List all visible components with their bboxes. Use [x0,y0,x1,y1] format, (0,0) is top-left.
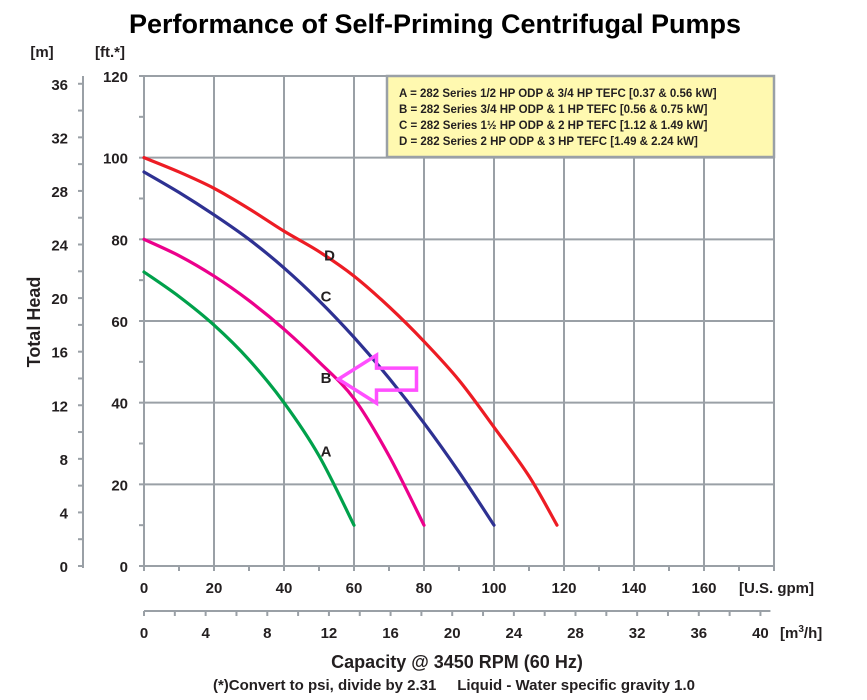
y-axis-title: Total Head [24,277,44,368]
y-meters-tick-label: 20 [51,291,68,308]
x-axis-title: Capacity @ 3450 RPM (60 Hz) [331,652,583,672]
x-gpm-tick-label: 120 [551,580,576,597]
x-gpm-tick-label: 20 [206,580,223,597]
x-gpm-tick-label: 40 [276,580,293,597]
curve-a [142,270,356,527]
x-m3h-tick-label: 32 [629,625,646,642]
y-feet-tick-label: 60 [111,314,128,331]
curve-d [142,156,559,527]
y-meters-tick-label: 32 [51,130,68,147]
y-feet-tick-label: 80 [111,232,128,249]
y-meters-tick-label: 28 [51,184,68,201]
y-feet-tick-label: 40 [111,396,128,413]
y-axis-feet-unit: [ft.*] [95,44,125,61]
m3h-unit-tail: /h] [804,625,822,642]
y-meters-tick-label: 0 [60,559,68,576]
curve-label-d: D [324,248,335,265]
legend: A = 282 Series 1/2 HP ODP & 3/4 HP TEFC … [385,74,776,159]
chart-title: Performance of Self-Priming Centrifugal … [129,9,741,39]
x-m3h-tick-label: 4 [201,625,210,642]
x-m3h-tick-label: 16 [382,625,399,642]
x-m3h-tick-label: 0 [140,625,148,642]
y-meters-tick-label: 4 [60,505,69,522]
legend-entry-d: D = 282 Series 2 HP ODP & 3 HP TEFC [1.4… [399,136,698,148]
x-m3h-tick-label: 24 [506,625,523,642]
y-feet-tick-label: 100 [103,151,128,168]
x-axis-m3h-unit: [m3/h] [780,624,822,642]
y-axis-meters-unit: [m] [30,44,53,61]
curve-labels: A B C D [321,248,336,461]
arrow-annotation [335,351,419,407]
legend-entry-a: A = 282 Series 1/2 HP ODP & 3/4 HP TEFC … [399,88,717,100]
y-feet-tick-label: 0 [120,559,128,576]
y-feet-tick-label: 20 [111,477,128,494]
curve-label-c: C [321,289,332,306]
x-m3h-tick-label: 12 [321,625,338,642]
m3h-unit-base: [m [780,625,798,642]
footnote: (*)Convert to psi, divide by 2.31 Liquid… [213,677,695,694]
annotations [335,351,419,407]
y-meters-tick-label: 24 [51,238,68,255]
y-meters-tick-label: 36 [51,77,68,94]
x-gpm-tick-label: 100 [481,580,506,597]
m3h-unit-sup: 3 [798,624,804,635]
x-m3h-tick-label: 40 [752,625,769,642]
y-meters-tick-label: 16 [51,345,68,362]
curve-label-b: B [321,370,332,387]
x-gpm-tick-label: 160 [691,580,716,597]
y-meters-tick-label: 8 [60,452,68,469]
legend-entry-c: C = 282 Series 1½ HP ODP & 2 HP TEFC [1.… [399,120,708,132]
x-m3h-tick-label: 8 [263,625,271,642]
x-m3h-tick-label: 36 [690,625,707,642]
curve-b [142,237,426,527]
curve-c [142,170,496,527]
legend-box [385,74,776,159]
x-axis-gpm-unit: [U.S. gpm] [739,580,814,597]
y-feet-tick-label: 120 [103,69,128,86]
curve-label-a: A [321,444,332,461]
x-m3h-tick-label: 28 [567,625,584,642]
legend-entry-b: B = 282 Series 3/4 HP ODP & 1 HP TEFC [0… [399,104,708,116]
y-meters-tick-label: 12 [51,398,68,415]
x-gpm-tick-label: 60 [346,580,363,597]
x-gpm-tick-label: 140 [621,580,646,597]
x-gpm-tick-label: 0 [140,580,148,597]
x-gpm-tick-label: 80 [416,580,433,597]
x-m3h-tick-label: 20 [444,625,461,642]
curves [142,156,559,527]
